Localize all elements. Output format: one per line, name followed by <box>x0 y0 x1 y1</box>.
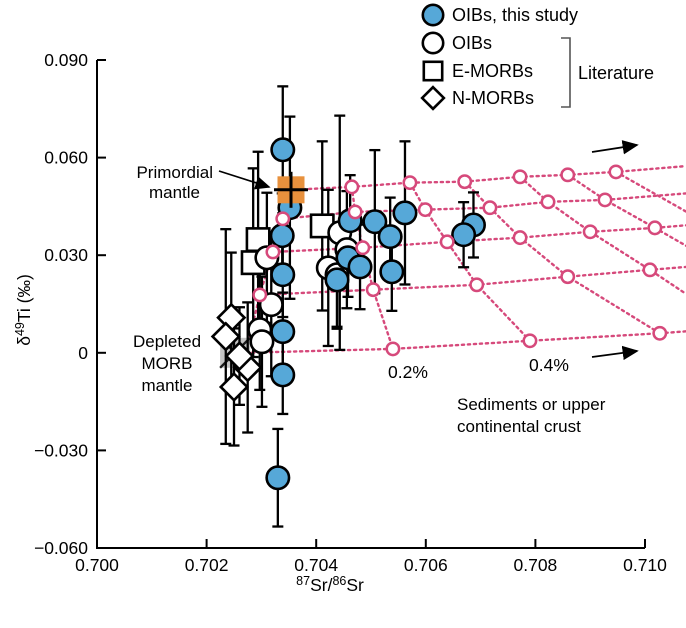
data-point <box>270 319 296 345</box>
literature-bracket <box>561 37 571 108</box>
data-point <box>218 371 250 403</box>
x-tick-label: 0.710 <box>623 555 667 575</box>
data-point <box>379 259 405 285</box>
x-tick-label: 0.704 <box>294 555 338 575</box>
y-tick-label: 0.030 <box>44 245 88 265</box>
axes: 0.700 0.702 0.704 0.706 0.708 0.710 0.090 0.060… <box>13 50 667 595</box>
square-legend-icon <box>422 60 444 82</box>
data-point <box>249 329 275 355</box>
y-tick-label: −0.030 <box>34 440 88 460</box>
svg-text:Primordial: Primordial <box>136 163 213 182</box>
svg-text:Depleted: Depleted <box>133 332 201 351</box>
data-point <box>451 222 477 248</box>
mixing-curve-5 <box>244 330 686 354</box>
annotations: PrimordialmantleDepletedMORBmantleSedime… <box>133 140 639 436</box>
data-point <box>270 362 296 388</box>
svg-text:mantle: mantle <box>149 183 200 202</box>
svg-text:Sediments or upper: Sediments or upper <box>457 395 606 414</box>
svg-text:MORB: MORB <box>142 354 193 373</box>
data-point <box>270 137 296 163</box>
y-axis-label: δ49Ti (‰) <box>13 274 34 346</box>
legend-item-oibs: OIBs <box>421 31 492 55</box>
data-point <box>362 209 388 235</box>
mixing-cross-link-7 <box>614 170 686 213</box>
series-n-morbs <box>210 302 263 403</box>
diamond-legend-icon <box>420 85 446 111</box>
mixing-direction-arrow-top <box>591 140 639 155</box>
svg-text:N-MORBs: N-MORBs <box>452 88 534 108</box>
mixing-percent-0.2: 0.2% <box>388 362 428 382</box>
svg-text:E-MORBs: E-MORBs <box>452 61 533 81</box>
y-tick-label: −0.060 <box>34 538 88 558</box>
data-point <box>377 224 403 250</box>
legend-item-e-morbs: E-MORBs <box>422 60 533 82</box>
mixing-percent-0.4: 0.4% <box>529 355 569 375</box>
svg-text:continental crust: continental crust <box>457 417 581 436</box>
x-tick-label: 0.708 <box>514 555 558 575</box>
data-point <box>392 200 418 226</box>
y-tick-label: 0.060 <box>44 148 88 168</box>
svg-text:mantle: mantle <box>141 376 192 395</box>
primordial-leader-arrow <box>218 170 271 190</box>
primordial-mantle-marker <box>273 171 308 208</box>
legend-item-oibs-this-study: OIBs, this study <box>421 3 578 27</box>
legend: OIBs, this study OIBs E-MORBs N-MORBs Litera… <box>420 3 654 111</box>
data-point <box>324 267 350 293</box>
literature-group-label: Literature <box>578 63 654 83</box>
circle-legend-icon <box>421 3 445 27</box>
y-tick-label: 0 <box>78 343 88 363</box>
data-point <box>265 465 291 491</box>
mixing-curve-1 <box>289 164 686 192</box>
svg-text:OIBs: OIBs <box>452 33 492 53</box>
y-tick-label: 0.090 <box>44 50 88 70</box>
mixing-direction-arrow-bottom <box>591 345 639 361</box>
mixing-grid-nodes <box>252 164 668 357</box>
data-point <box>347 254 373 280</box>
mixing-grid <box>244 164 686 354</box>
data-point <box>269 223 295 249</box>
circle-legend-icon <box>421 31 445 55</box>
x-tick-label: 0.706 <box>404 555 448 575</box>
mixing-cross-link-3 <box>408 181 532 342</box>
x-tick-label: 0.702 <box>185 555 229 575</box>
x-tick-label: 0.700 <box>75 555 119 575</box>
svg-text:OIBs, this study: OIBs, this study <box>452 5 578 25</box>
x-axis-label: 87Sr/86Sr <box>296 574 364 595</box>
data-point <box>210 321 241 352</box>
data-point <box>270 262 296 288</box>
legend-item-n-morbs: N-MORBs <box>420 85 534 111</box>
mixing-cross-link-6 <box>566 173 686 247</box>
data-point <box>224 340 255 372</box>
